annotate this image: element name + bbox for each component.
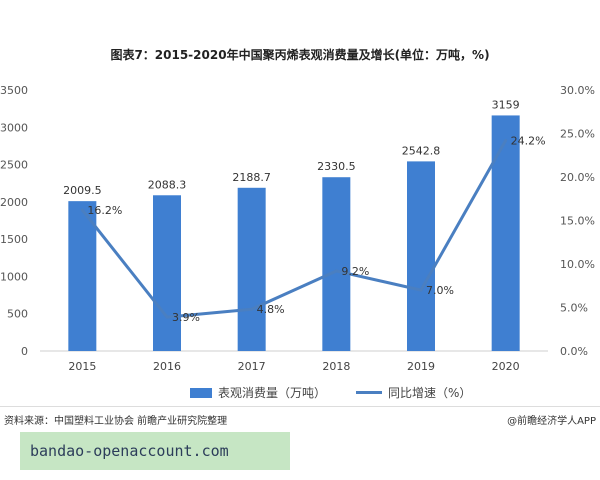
bar-value-label: 2188.7 bbox=[232, 171, 271, 184]
growth-point bbox=[504, 138, 508, 142]
y2-tick-label: 10.0% bbox=[560, 258, 595, 271]
bar bbox=[491, 115, 520, 351]
growth-point bbox=[80, 208, 84, 212]
legend-item-bar: 表观消费量（万吨） bbox=[190, 384, 326, 401]
y-tick-label: 3500 bbox=[0, 84, 28, 97]
app-credit: @前瞻经济学人APP bbox=[507, 416, 596, 427]
y2-tick-label: 25.0% bbox=[560, 128, 595, 141]
y-tick-label: 2000 bbox=[0, 196, 28, 209]
y2-tick-label: 30.0% bbox=[560, 84, 595, 97]
y-tick-label: 1500 bbox=[0, 233, 28, 246]
legend-item-line: 同比增速（%） bbox=[356, 384, 471, 401]
y2-tick-label: 15.0% bbox=[560, 215, 595, 228]
bar-value-label: 2330.5 bbox=[317, 160, 356, 173]
legend-bar-label: 表观消费量（万吨） bbox=[218, 386, 327, 400]
bar bbox=[407, 161, 435, 351]
y-tick-label: 0 bbox=[21, 345, 28, 358]
growth-value-label: 16.2% bbox=[87, 204, 122, 217]
bar-value-label: 2088.3 bbox=[148, 178, 187, 191]
footer: 资料来源：中国塑料工业协会 前瞻产业研究院整理 @前瞻经济学人APP bbox=[0, 406, 600, 431]
x-tick-label: 2019 bbox=[407, 360, 435, 373]
growth-value-label: 3.9% bbox=[172, 311, 200, 324]
growth-point bbox=[250, 307, 254, 311]
bar bbox=[68, 201, 97, 351]
y-tick-label: 1000 bbox=[0, 270, 28, 283]
legend-line-swatch bbox=[356, 391, 383, 394]
bar bbox=[153, 195, 181, 351]
watermark-banner: bandao-openaccount.com bbox=[20, 432, 290, 470]
growth-value-label: 7.0% bbox=[426, 284, 454, 297]
y-tick-label: 3000 bbox=[0, 121, 28, 134]
growth-value-label: 4.8% bbox=[257, 303, 285, 316]
growth-point bbox=[165, 315, 169, 319]
legend-bar-swatch bbox=[190, 387, 212, 398]
legend-line-label: 同比增速（%） bbox=[388, 386, 472, 400]
legend: 表观消费量（万吨） 同比增速（%） bbox=[190, 384, 501, 401]
growth-point bbox=[419, 288, 423, 292]
bar-line-chart: 0 500 1000 1500 2000 2500 3000 3500 0.0% 5.0% 10.0… bbox=[0, 84, 595, 373]
bar-value-label: 2009.5 bbox=[63, 184, 102, 197]
chart-title: 图表7：2015-2020年中国聚丙烯表观消费量及增长(单位：万吨，%) bbox=[110, 48, 490, 62]
x-tick-label: 2018 bbox=[322, 360, 350, 373]
bar-value-label: 3159 bbox=[492, 98, 520, 111]
bar bbox=[237, 187, 266, 351]
bar bbox=[322, 177, 351, 351]
bar-value-label: 2542.8 bbox=[402, 144, 441, 157]
growth-value-label: 24.2% bbox=[511, 134, 546, 147]
x-tick-label: 2017 bbox=[238, 360, 266, 373]
x-tick-label: 2015 bbox=[68, 360, 96, 373]
source-note: 资料来源：中国塑料工业协会 前瞻产业研究院整理 bbox=[4, 416, 228, 427]
growth-value-label: 9.2% bbox=[341, 265, 369, 278]
y2-tick-label: 20.0% bbox=[560, 171, 595, 184]
x-tick-label: 2016 bbox=[153, 360, 181, 373]
growth-line bbox=[81, 139, 507, 319]
y-tick-label: 500 bbox=[7, 308, 28, 321]
growth-point bbox=[334, 269, 338, 273]
x-tick-label: 2020 bbox=[492, 360, 520, 373]
y-tick-label: 2500 bbox=[0, 159, 28, 172]
y2-tick-label: 0.0% bbox=[560, 345, 588, 358]
y2-tick-label: 5.0% bbox=[560, 302, 588, 315]
